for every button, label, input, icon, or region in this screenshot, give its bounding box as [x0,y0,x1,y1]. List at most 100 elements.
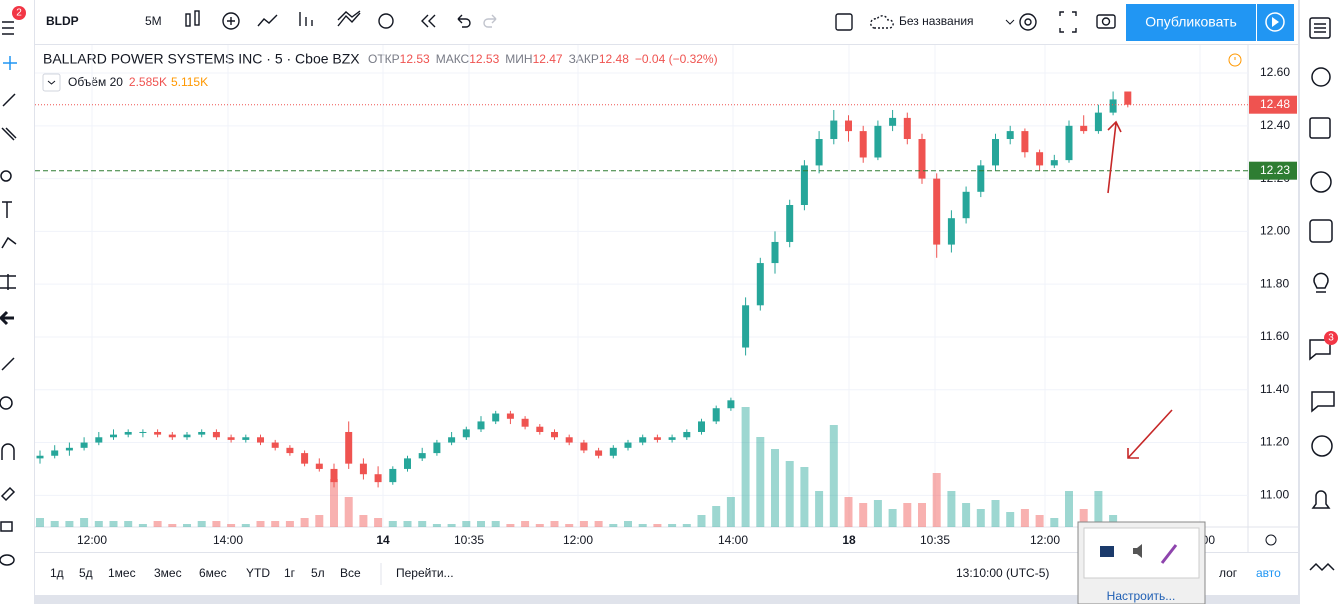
text-icon[interactable] [2,201,12,218]
candle-body [198,431,206,435]
warning-icon[interactable] [1228,53,1242,67]
menu-icon[interactable] [2,21,14,35]
publish-button[interactable] [1126,4,1256,41]
volume-bar [388,521,397,527]
candle-body [830,120,838,140]
volume-bar [285,521,294,527]
range-button[interactable]: 5л [311,566,325,580]
goto[interactable]: Перейти... [396,566,454,580]
volume-bar [624,521,632,527]
volume-bar [447,524,456,527]
undo-icon[interactable] [457,14,471,28]
axis-settings[interactable] [1265,534,1277,546]
legend-value: 12.53 [400,52,430,66]
notifications-icon[interactable] [1311,490,1331,509]
candle-body [845,120,852,132]
trendline-icon[interactable] [2,93,16,107]
templates-icon[interactable] [337,10,361,27]
range-button[interactable]: Все [340,566,361,580]
candle-body [1124,91,1132,105]
volume-bar [183,524,191,527]
layout-icon[interactable] [835,13,853,31]
crosshair-icon[interactable] [3,56,17,70]
pattern-icon[interactable] [0,170,12,182]
volume-bar [962,503,971,527]
candle-body [918,139,926,179]
candle-body [110,434,117,438]
candle-body [36,455,44,459]
interval[interactable]: 5M [145,14,162,28]
snapshot-icon[interactable] [1096,14,1116,29]
candles-icon[interactable] [185,13,191,27]
layout-name[interactable]: Без названия [899,14,974,28]
alerts-icon[interactable] [1311,67,1331,87]
ohlc-legend: ОТКР12.53 МАКС12.53 МИН12.47 ЗАКР12.48 −0.04… [368,52,718,66]
streams-icon[interactable] [1311,435,1333,457]
x-tick-label: 12:00 [563,533,593,547]
tray-icon[interactable] [1100,546,1114,557]
chats-icon[interactable] [1311,391,1335,413]
volume-bar [462,521,471,527]
back-icon[interactable] [0,310,14,326]
redo-icon[interactable] [483,14,497,28]
candle-body [595,450,603,456]
y-tick-label: 12.00 [1260,224,1290,238]
x-tick-label: 14 [376,533,390,547]
candle-body [815,139,823,166]
range-button[interactable]: YTD [246,566,270,580]
log-toggle[interactable]: лог [1219,566,1238,580]
volume-bar [756,437,765,527]
replay-icon[interactable] [421,14,436,28]
volume-bar [932,473,941,527]
collapse-button[interactable] [42,73,61,92]
indicator-icon[interactable] [222,12,240,30]
alert-icon[interactable] [378,13,394,29]
settings-icon[interactable] [1019,13,1037,31]
stay-drawing-icon[interactable] [0,486,16,502]
projection-icon[interactable] [0,274,16,290]
candle-body [359,463,367,475]
candle-body [800,165,808,205]
range-button[interactable]: 1д [50,566,64,580]
symbol[interactable]: BLDP [46,14,79,28]
tray-icon[interactable] [1133,544,1142,558]
range-button[interactable]: 3мес [154,566,182,580]
candle-body [168,434,176,438]
ruler-icon[interactable] [1,357,15,371]
signal-icon[interactable] [1309,562,1335,572]
auto-toggle[interactable]: авто [1256,566,1281,580]
volume-bar [976,509,985,527]
tray-link[interactable]: Настроить... [1107,589,1176,603]
range-button[interactable]: 6мес [199,566,227,580]
price-badge-label: 12.23 [1260,163,1290,177]
candle-body [859,131,867,158]
candles-icon[interactable] [194,10,200,26]
visibility-icon[interactable] [0,554,15,566]
play-icon [1265,12,1285,32]
calendar-icon[interactable] [1309,219,1333,243]
magnet-icon[interactable] [1,443,15,460]
y-tick-label: 11.80 [1260,276,1289,290]
zoom-icon[interactable] [0,396,13,410]
range-button[interactable]: 1г [284,566,296,580]
news-icon[interactable] [1309,117,1331,139]
drawing-tools [0,21,17,566]
fullscreen-icon[interactable] [1059,11,1077,33]
range-button[interactable]: 1мес [108,566,136,580]
range-button[interactable]: 5д [79,566,93,580]
fib-icon[interactable] [1,127,17,141]
volume-bar [330,479,338,527]
candle-body [639,437,647,443]
xabcd-icon[interactable] [1,236,17,249]
bars-icon[interactable] [299,12,313,26]
cloud-icon[interactable] [870,15,894,29]
data-window-icon[interactable] [1310,171,1332,193]
lock-icon[interactable] [0,521,13,532]
watchlist-icon[interactable] [1309,17,1331,39]
tray-icon[interactable] [1160,544,1178,564]
volume-bar [579,521,588,527]
publish-label[interactable]: Опубликовать [1145,14,1237,30]
ideas-icon[interactable] [1313,272,1329,293]
candle-body [536,426,544,432]
compare-icon[interactable] [257,14,278,27]
